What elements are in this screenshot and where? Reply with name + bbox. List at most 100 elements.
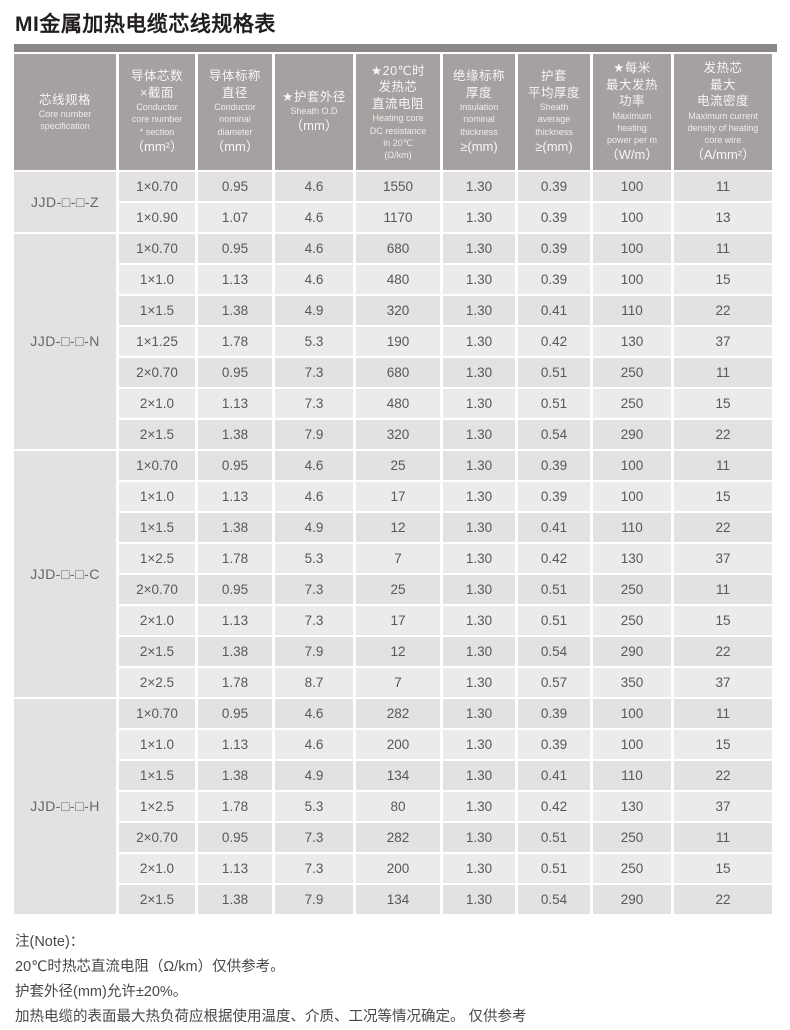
header-line: Maximum [612,110,652,121]
cell-cores-section: 2×1.5 [119,884,195,914]
cell-sheath-od: 4.6 [275,202,353,232]
cell-dc-resistance: 12 [356,512,440,542]
table-row: 2×0.70 0.95 7.3 25 1.30 0.51 250 11 [14,574,772,604]
cell-max-power: 100 [593,481,671,511]
cell-insulation-thickness: 1.30 [443,481,515,511]
notes-section: 注(Note)： 20℃时热芯直流电阻（Ω/km）仅供参考。 护套外径(mm)允许… [15,930,790,1030]
cell-max-power: 350 [593,667,671,697]
header-line: Conductor [214,102,256,113]
header-line: (Ω/km) [384,149,412,160]
document-page: MI金属加热电缆芯线规格表 芯线规格 Core number specificati… [14,13,777,1025]
cell-sheath-thickness: 0.51 [518,822,590,852]
cell-insulation-thickness: 1.30 [443,295,515,325]
cell-max-power: 250 [593,605,671,635]
header-line: Insulation [459,102,499,113]
cell-max-current-density: 11 [674,233,772,263]
table-row: 1×1.5 1.38 4.9 320 1.30 0.41 110 22 [14,295,772,325]
header-line: 护套 [540,69,567,84]
group-label: JJD-□-□-C [14,450,116,697]
cell-dc-resistance: 17 [356,481,440,511]
notes-heading: 注(Note)： [15,933,85,950]
header-line: core wire [704,134,742,145]
cell-nominal-diameter: 1.38 [198,884,272,914]
header-cell-max-power: ★每米 最大发热 功率 Maximum heating power per m （W/m） [593,54,671,170]
cell-sheath-thickness: 0.39 [518,264,590,294]
cell-max-current-density: 11 [674,171,772,201]
cell-max-power: 100 [593,729,671,759]
header-cell-spec: 芯线规格 Core number specification [14,54,116,170]
cell-cores-section: 2×1.0 [119,605,195,635]
table-body: JJD-□-□-Z 1×0.70 0.95 4.6 1550 1.30 0.39 100 11 1… [14,171,772,914]
cell-insulation-thickness: 1.30 [443,574,515,604]
cell-dc-resistance: 1550 [356,171,440,201]
header-cell-sheath-od: ★护套外径 Sheath O.D （mm） [275,54,353,170]
cell-max-current-density: 15 [674,605,772,635]
cell-max-current-density: 37 [674,543,772,573]
cell-sheath-thickness: 0.54 [518,419,590,449]
header-line: diameter [217,126,253,137]
cell-max-power: 130 [593,326,671,356]
cell-dc-resistance: 200 [356,853,440,883]
cell-max-current-density: 11 [674,822,772,852]
header-line: power per m [606,134,658,145]
cell-cores-section: 1×0.90 [119,202,195,232]
header-line: in 20℃ [383,137,413,148]
cell-nominal-diameter: 0.95 [198,822,272,852]
cell-cores-section: 2×1.5 [119,419,195,449]
header-line: 绝缘标称 [452,69,505,84]
header-line: heating [617,122,647,133]
cell-sheath-thickness: 0.51 [518,605,590,635]
cell-insulation-thickness: 1.30 [443,667,515,697]
table-row: JJD-□-□-N 1×0.70 0.95 4.6 680 1.30 0.39 100 11 [14,233,772,449]
cell-nominal-diameter: 0.95 [198,450,272,480]
header-line: 发热芯 [378,80,418,95]
cell-insulation-thickness: 1.30 [443,357,515,387]
cell-dc-resistance: 320 [356,295,440,325]
cell-max-power: 110 [593,295,671,325]
cell-insulation-thickness: 1.30 [443,791,515,821]
header-line: （mm） [211,138,259,154]
cell-max-current-density: 22 [674,512,772,542]
cell-nominal-diameter: 1.78 [198,667,272,697]
cell-max-power: 100 [593,450,671,480]
cell-insulation-thickness: 1.30 [443,729,515,759]
header-line: Heating core [372,113,424,124]
cell-nominal-diameter: 1.38 [198,760,272,790]
cell-nominal-diameter: 1.07 [198,202,272,232]
header-line: ×截面 [140,85,174,100]
cell-max-power: 130 [593,791,671,821]
table-row: 1×0.90 1.07 4.6 1170 1.30 0.39 100 13 [14,202,772,232]
cell-nominal-diameter: 1.13 [198,264,272,294]
header-line: （A/mm²） [690,146,756,162]
table-row: 2×1.5 1.38 7.9 134 1.30 0.54 290 22 [14,884,772,914]
cell-nominal-diameter: 1.13 [198,605,272,635]
header-line: Conductor [136,102,178,113]
note-line: 加热电缆的表面最大热负荷应根据使用温度、介质、工况等情况确定。 仅供参考 [15,1008,527,1025]
table-row: 1×1.5 1.38 4.9 12 1.30 0.41 110 22 [14,512,772,542]
cell-max-power: 290 [593,419,671,449]
cell-dc-resistance: 17 [356,605,440,635]
table-row: 2×1.0 1.13 7.3 17 1.30 0.51 250 15 [14,605,772,635]
cell-nominal-diameter: 1.38 [198,512,272,542]
table-row: 1×1.5 1.38 4.9 134 1.30 0.41 110 22 [14,760,772,790]
cell-max-power: 250 [593,853,671,883]
cell-max-current-density: 22 [674,295,772,325]
cell-dc-resistance: 282 [356,822,440,852]
cell-insulation-thickness: 1.30 [443,388,515,418]
header-line: nominal [219,114,251,125]
cell-dc-resistance: 25 [356,574,440,604]
cell-max-power: 100 [593,698,671,728]
header-line: ≥(mm) [535,138,573,154]
table-row: 1×1.0 1.13 4.6 200 1.30 0.39 100 15 [14,729,772,759]
note-lines: 20℃时热芯直流电阻（Ω/km）仅供参考。 护套外径(mm)允许±20%。 加热电缆… [15,955,790,1030]
cell-sheath-od: 4.9 [275,760,353,790]
header-line: * section [139,126,175,137]
table-row: 1×1.0 1.13 4.6 17 1.30 0.39 100 15 [14,481,772,511]
cell-insulation-thickness: 1.30 [443,853,515,883]
cell-insulation-thickness: 1.30 [443,760,515,790]
cell-max-current-density: 13 [674,202,772,232]
header-line: core number [131,114,183,125]
header-cell-dc-resistance: ★20℃时 发热芯 直流电阻 Heating core DC resistance in … [356,54,440,170]
cell-dc-resistance: 7 [356,543,440,573]
cell-insulation-thickness: 1.30 [443,698,515,728]
